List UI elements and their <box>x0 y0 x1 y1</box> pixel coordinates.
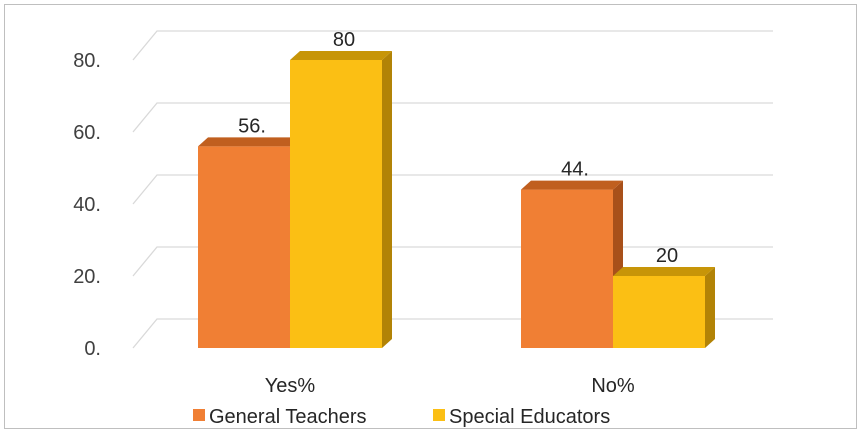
category-label-yes: Yes% <box>265 375 316 397</box>
legend-item-special-educators: Special Educators <box>433 406 610 428</box>
bar-general-teachers-yes <box>198 137 300 348</box>
bar-top-face <box>521 180 623 190</box>
chart-frame: 0. 20. 40. 60. 80. 56. 80 44. 20 Yes% No% Genera… <box>4 4 857 429</box>
data-label-general-teachers-no: 44. <box>561 159 589 181</box>
bar-side-face <box>382 51 392 348</box>
legend: General Teachers Special Educators <box>193 406 610 428</box>
bar-general-teachers-no <box>521 180 623 348</box>
data-label-general-teachers-yes: 56. <box>238 115 266 137</box>
legend-swatch <box>193 409 205 421</box>
bar-side-face <box>705 267 715 348</box>
bar-special-educators-no <box>613 267 715 348</box>
bar-special-educators-yes <box>290 51 392 348</box>
y-axis-tick-labels: 0. 20. 40. 60. 80. <box>73 50 101 360</box>
bar-front-face <box>521 189 613 348</box>
legend-item-general-teachers: General Teachers <box>193 406 367 428</box>
category-labels: Yes% No% <box>265 375 635 397</box>
legend-label: Special Educators <box>449 406 610 428</box>
category-label-no: No% <box>591 375 635 397</box>
y-tick-label-3: 60. <box>73 122 101 144</box>
data-label-special-educators-no: 20 <box>656 245 678 267</box>
legend-swatch <box>433 409 445 421</box>
y-tick-label-2: 40. <box>73 194 101 216</box>
gridline-2 <box>132 174 773 205</box>
bar-top-face <box>613 267 715 276</box>
gridline-3 <box>132 102 773 133</box>
bar-top-face <box>198 137 300 147</box>
bars <box>198 51 715 348</box>
y-tick-label-4: 80. <box>73 50 101 72</box>
data-label-special-educators-yes: 80 <box>333 29 355 51</box>
gridline-4 <box>132 30 773 61</box>
data-labels: 56. 80 44. 20 <box>238 29 678 267</box>
bar-front-face <box>613 276 705 348</box>
bar-front-face <box>198 146 290 348</box>
y-tick-label-0: 0. <box>84 338 101 360</box>
y-tick-label-1: 20. <box>73 266 101 288</box>
bar-front-face <box>290 60 382 348</box>
bar-top-face <box>290 51 392 60</box>
legend-label: General Teachers <box>209 406 367 428</box>
bar-chart: 0. 20. 40. 60. 80. 56. 80 44. 20 Yes% No% Genera… <box>73 29 773 428</box>
